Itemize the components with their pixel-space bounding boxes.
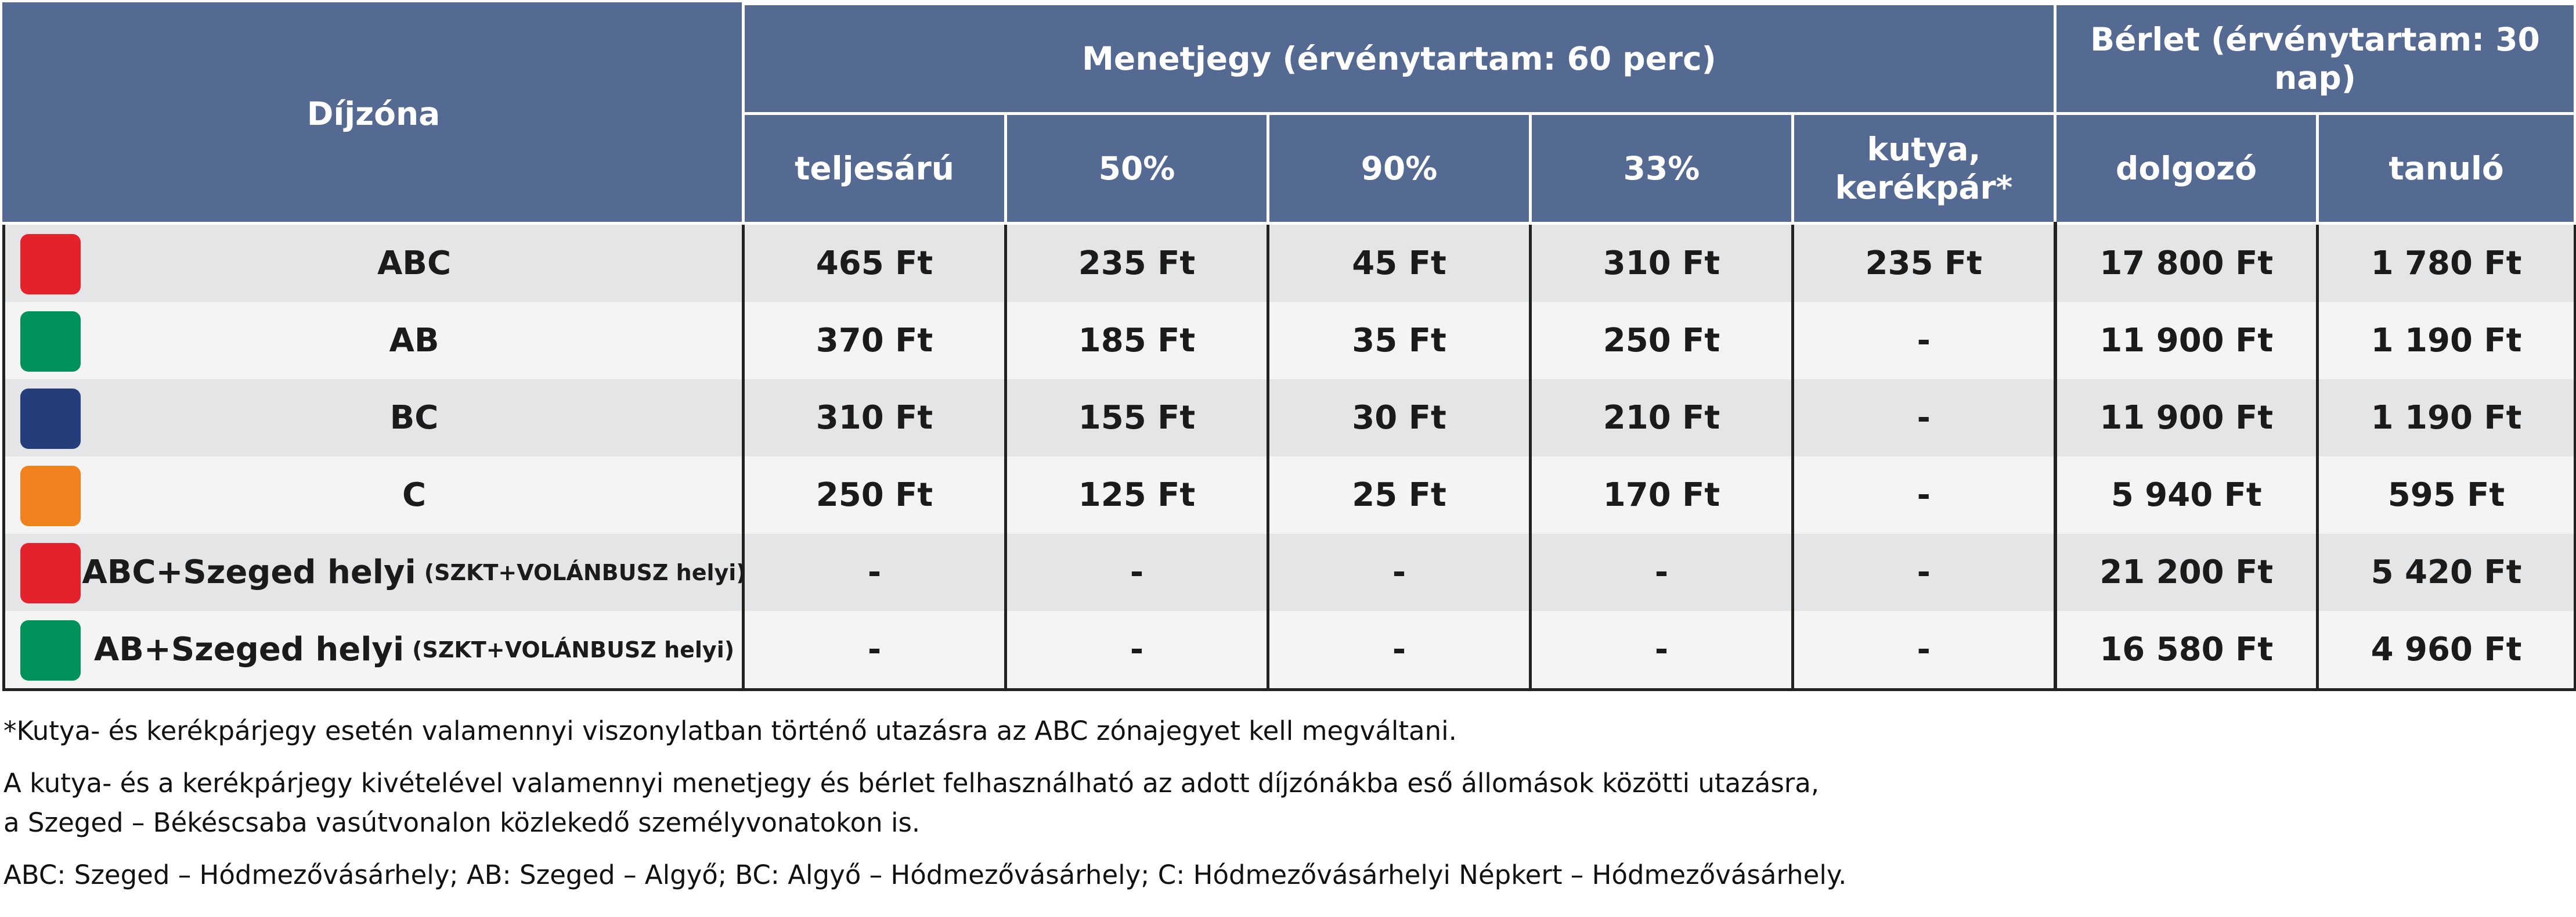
table-row: ABC+Szeged helyi (SZKT+VOLÁNBUSZ helyi) - -… xyxy=(3,534,2575,611)
price-cell: - xyxy=(1004,611,1268,690)
price-cell: 125 Ft xyxy=(1004,456,1268,534)
price-cell: - xyxy=(1791,534,2055,611)
zone-color-swatch xyxy=(20,311,81,372)
price-cell: 21 200 Ft xyxy=(2053,534,2318,611)
price-cell: - xyxy=(1791,456,2055,534)
single-ticket-header: Menetjegy (érvénytartam: 60 perc) xyxy=(742,2,2057,115)
zone-name: AB xyxy=(389,322,439,359)
price-cell: 185 Ft xyxy=(1004,302,1268,379)
price-cell: - xyxy=(1004,534,1268,611)
price-cell: 11 900 Ft xyxy=(2053,379,2318,456)
price-cell: 45 Ft xyxy=(1267,223,1531,302)
price-cell: 25 Ft xyxy=(1267,456,1531,534)
footnote-validity-2: a Szeged – Békéscsaba vasútvonalon közle… xyxy=(3,807,921,838)
price-cell: 5 420 Ft xyxy=(2316,534,2575,611)
price-cell: - xyxy=(1791,302,2055,379)
price-cell: 595 Ft xyxy=(2316,456,2575,534)
price-cell: - xyxy=(742,611,1006,690)
zone-color-swatch xyxy=(20,234,81,294)
zone-note: (SZKT+VOLÁNBUSZ helyi) xyxy=(424,559,746,585)
zone-color-swatch xyxy=(20,466,81,526)
zone-name: BC xyxy=(389,399,439,437)
col-90: 90% xyxy=(1267,112,1532,225)
col-33: 33% xyxy=(1529,112,1794,225)
footnote-validity-1: A kutya- és a kerékpárjegy kivételével v… xyxy=(3,768,1820,799)
pass-header: Bérlet (érvénytartam: 30 nap) xyxy=(2054,2,2576,115)
price-cell: 210 Ft xyxy=(1529,379,1793,456)
table-row: C 250 Ft 125 Ft 25 Ft 170 Ft -5 940 Ft 595 Ft xyxy=(3,456,2575,534)
price-cell: 155 Ft xyxy=(1004,379,1268,456)
col-dog-bike: kutya, kerékpár* xyxy=(1791,112,2057,225)
zone-cell: AB+Szeged helyi (SZKT+VOLÁNBUSZ helyi) xyxy=(3,611,744,690)
price-cell: 5 940 Ft xyxy=(2053,456,2318,534)
price-cell: 17 800 Ft xyxy=(2053,223,2318,302)
zone-name: ABC xyxy=(377,244,452,282)
footnote-zones: ABC: Szeged – Hódmezővásárhely; AB: Szeg… xyxy=(3,860,1847,890)
price-cell: 310 Ft xyxy=(1529,223,1793,302)
zone-cell: AB xyxy=(3,302,744,379)
zone-color-swatch xyxy=(20,389,81,449)
table-row: AB+Szeged helyi (SZKT+VOLÁNBUSZ helyi) - - -… xyxy=(3,611,2575,690)
zone-cell: ABC xyxy=(3,223,744,302)
col-worker: dolgozó xyxy=(2054,112,2319,225)
zone-name: C xyxy=(402,476,427,514)
price-cell: 235 Ft xyxy=(1791,223,2055,302)
price-cell: - xyxy=(742,534,1006,611)
fare-table-body: ABC 465 Ft 235 Ft 45 Ft 310 Ft 235 Ft 17 800 F… xyxy=(3,223,2575,690)
price-cell: 16 580 Ft xyxy=(2053,611,2318,690)
footnote-dog-bike: *Kutya- és kerékpárjegy esetén valamenny… xyxy=(3,715,1457,746)
zone-cell: C xyxy=(3,456,744,534)
footnotes: *Kutya- és kerékpárjegy esetén valamenny… xyxy=(3,711,2569,895)
price-cell: 4 960 Ft xyxy=(2316,611,2575,690)
price-cell: - xyxy=(1791,611,2055,690)
price-cell: - xyxy=(1791,379,2055,456)
zone-color-swatch xyxy=(20,620,81,681)
price-cell: 250 Ft xyxy=(1529,302,1793,379)
price-cell: 250 Ft xyxy=(742,456,1006,534)
price-cell: 370 Ft xyxy=(742,302,1006,379)
zone-note: (SZKT+VOLÁNBUSZ helyi) xyxy=(412,636,735,663)
price-cell: 35 Ft xyxy=(1267,302,1531,379)
price-cell: 235 Ft xyxy=(1004,223,1268,302)
col-full-price: teljesárú xyxy=(742,112,1007,225)
price-cell: 11 900 Ft xyxy=(2053,302,2318,379)
zone-name: AB+Szeged helyi xyxy=(93,631,405,668)
price-cell: 310 Ft xyxy=(742,379,1006,456)
zone-header: Díjzóna xyxy=(2,2,745,225)
price-cell: 1 190 Ft xyxy=(2316,379,2575,456)
table-row: BC 310 Ft 155 Ft 30 Ft 210 Ft -11 900 Ft 1 190… xyxy=(3,379,2575,456)
price-cell: - xyxy=(1529,534,1793,611)
zone-name: ABC+Szeged helyi xyxy=(82,553,416,591)
zone-cell: ABC+Szeged helyi (SZKT+VOLÁNBUSZ helyi) xyxy=(3,534,746,611)
price-cell: - xyxy=(1267,534,1531,611)
zone-color-swatch xyxy=(20,543,81,603)
table-row: AB 370 Ft 185 Ft 35 Ft 250 Ft -11 900 Ft 1 190… xyxy=(3,302,2575,379)
fare-table: Díjzóna Menetjegy (érvénytartam: 60 perc… xyxy=(2,2,2576,691)
price-cell: 1 190 Ft xyxy=(2316,302,2575,379)
price-cell: 30 Ft xyxy=(1267,379,1531,456)
zone-cell: BC xyxy=(3,379,744,456)
price-cell: 465 Ft xyxy=(742,223,1006,302)
table-row: ABC 465 Ft 235 Ft 45 Ft 310 Ft 235 Ft 17 800 F… xyxy=(3,223,2575,302)
col-student: tanuló xyxy=(2316,112,2576,225)
price-cell: 170 Ft xyxy=(1529,456,1793,534)
col-50: 50% xyxy=(1004,112,1269,225)
price-cell: 1 780 Ft xyxy=(2316,223,2575,302)
price-cell: - xyxy=(1529,611,1793,690)
price-cell: - xyxy=(1267,611,1531,690)
